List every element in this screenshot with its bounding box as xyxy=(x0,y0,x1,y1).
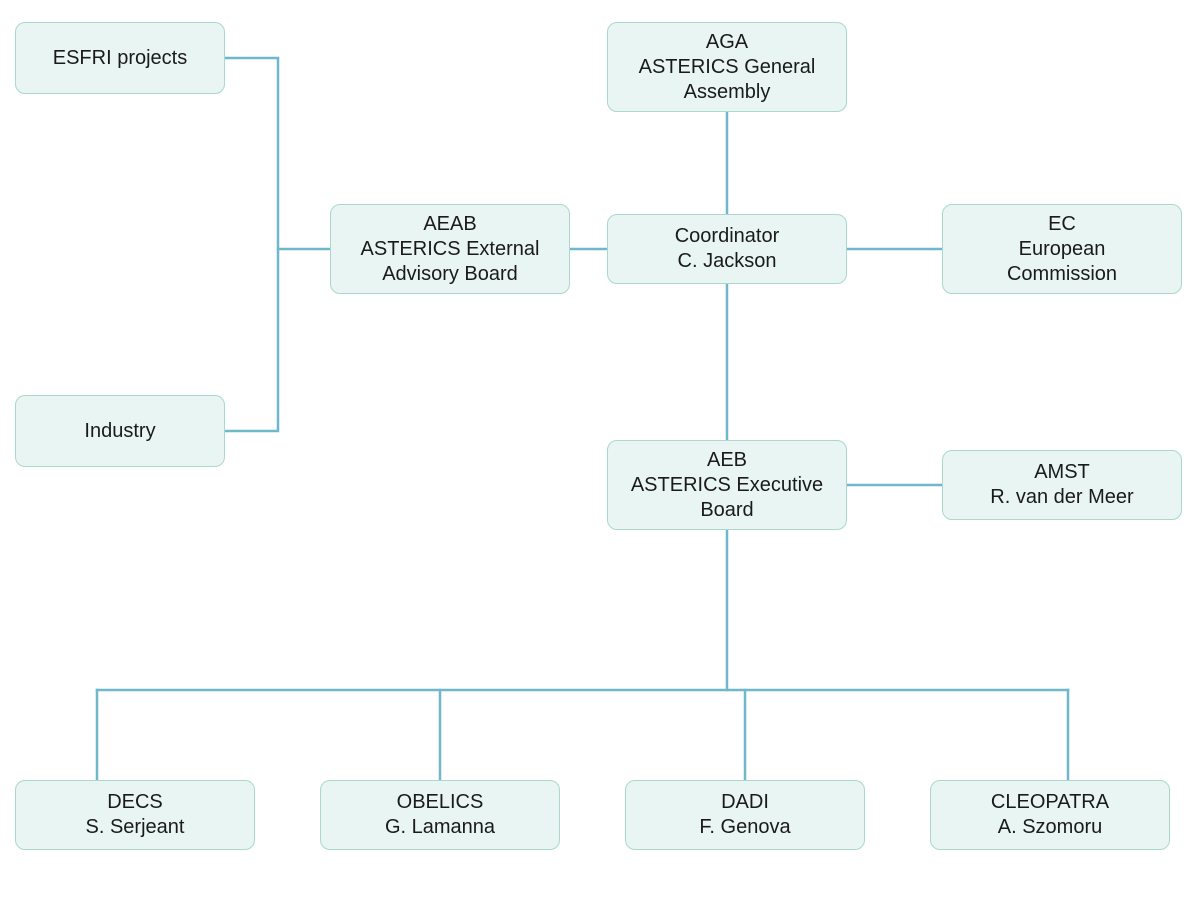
node-label: AGA xyxy=(706,30,748,55)
node-label: OBELICS xyxy=(397,790,484,815)
node-dadi: DADI F. Genova xyxy=(625,780,865,850)
node-label: Coordinator xyxy=(675,224,780,249)
node-label: Advisory Board xyxy=(382,262,518,287)
node-label: Assembly xyxy=(684,80,771,105)
node-label: CLEOPATRA xyxy=(991,790,1109,815)
node-label: EC xyxy=(1048,212,1076,237)
node-decs: DECS S. Serjeant xyxy=(15,780,255,850)
node-label: F. Genova xyxy=(699,815,790,840)
node-obelics: OBELICS G. Lamanna xyxy=(320,780,560,850)
node-aga: AGA ASTERICS General Assembly xyxy=(607,22,847,112)
node-esfri: ESFRI projects xyxy=(15,22,225,94)
node-label: AEB xyxy=(707,448,747,473)
node-label: DECS xyxy=(107,790,163,815)
node-label: AEAB xyxy=(423,212,476,237)
node-aeb: AEB ASTERICS Executive Board xyxy=(607,440,847,530)
node-label: ASTERICS General xyxy=(639,55,816,80)
node-cleopatra: CLEOPATRA A. Szomoru xyxy=(930,780,1170,850)
node-ec: EC European Commission xyxy=(942,204,1182,294)
connector xyxy=(225,249,278,431)
node-label: DADI xyxy=(721,790,769,815)
node-label: ESFRI projects xyxy=(53,46,187,71)
node-label: European xyxy=(1019,237,1106,262)
node-label: Commission xyxy=(1007,262,1117,287)
node-label: AMST xyxy=(1034,460,1090,485)
node-aeab: AEAB ASTERICS External Advisory Board xyxy=(330,204,570,294)
node-label: Board xyxy=(700,498,753,523)
node-label: R. van der Meer xyxy=(990,485,1133,510)
node-label: ASTERICS Executive xyxy=(631,473,823,498)
node-label: A. Szomoru xyxy=(998,815,1102,840)
node-label: ASTERICS External xyxy=(361,237,540,262)
node-amst: AMST R. van der Meer xyxy=(942,450,1182,520)
node-industry: Industry xyxy=(15,395,225,467)
node-label: S. Serjeant xyxy=(86,815,185,840)
node-label: C. Jackson xyxy=(678,249,777,274)
connector xyxy=(225,58,330,249)
node-coordinator: Coordinator C. Jackson xyxy=(607,214,847,284)
node-label: G. Lamanna xyxy=(385,815,495,840)
node-label: Industry xyxy=(84,419,155,444)
